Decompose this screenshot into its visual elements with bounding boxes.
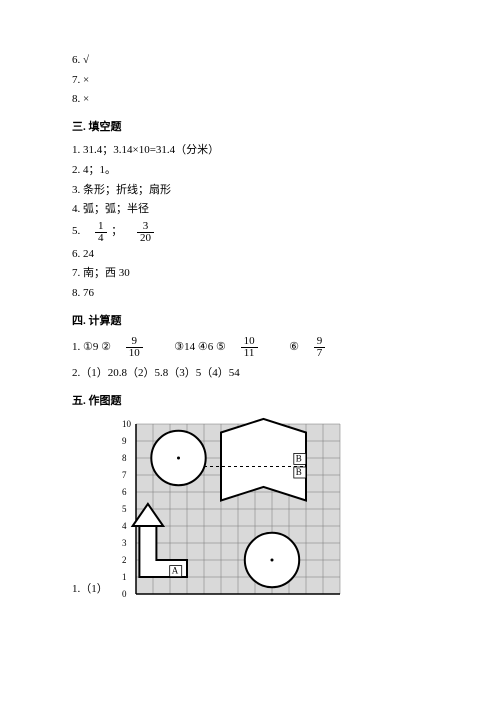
- s3-item-3: 3. 条形；折线；扇形: [72, 182, 428, 200]
- svg-text:3: 3: [184, 597, 189, 598]
- svg-text:B: B: [296, 467, 302, 477]
- fraction-9-7: 9 7: [314, 336, 326, 359]
- svg-text:8: 8: [122, 453, 127, 463]
- svg-text:1: 1: [122, 572, 127, 582]
- s4-item-1: 1. ①9 ② 9 10 ③14 ④6 ⑤ 10 11 ⑥ 9 7: [72, 336, 428, 359]
- s4-item-2: 2.（1）20.8（2）5.8（3）5（4）54: [72, 365, 428, 383]
- answer-8: 8. ×: [72, 91, 428, 109]
- svg-text:6: 6: [122, 487, 127, 497]
- section-5-title: 五. 作图题: [72, 393, 428, 411]
- s3-item-8: 8. 76: [72, 285, 428, 303]
- figure-row: 1.（1） BBA123456789101112012345678910: [72, 416, 428, 598]
- fraction-1-4: 1 4: [95, 221, 107, 244]
- s3-item-4: 4. 弧；弧；半径: [72, 201, 428, 219]
- figure-label: 1.（1）: [72, 581, 108, 599]
- svg-text:7: 7: [252, 597, 257, 598]
- s3-item-1: 1. 31.4；3.14×10=31.4（分米）: [72, 142, 428, 160]
- s3-item-2: 2. 4；1。: [72, 162, 428, 180]
- svg-text:2: 2: [167, 597, 172, 598]
- svg-text:9: 9: [286, 597, 291, 598]
- svg-text:7: 7: [122, 470, 127, 480]
- svg-text:1: 1: [150, 597, 155, 598]
- s3-5-sep: ；: [111, 223, 122, 241]
- answer-6: 6. √: [72, 52, 428, 70]
- svg-text:10: 10: [122, 419, 132, 429]
- s4-1-mid1: ③14 ④6 ⑤: [174, 339, 226, 357]
- svg-text:2: 2: [122, 555, 127, 565]
- svg-text:8: 8: [269, 597, 274, 598]
- fraction-9-10: 9 10: [126, 336, 143, 359]
- s3-5-prefix: 5.: [72, 223, 80, 241]
- svg-text:12: 12: [337, 597, 346, 598]
- svg-text:B: B: [296, 454, 302, 464]
- svg-text:5: 5: [122, 504, 127, 514]
- s3-item-5: 5. 1 4 ； 3 20: [72, 221, 428, 244]
- fraction-3-20: 3 20: [137, 221, 154, 244]
- svg-text:9: 9: [122, 436, 127, 446]
- s4-1-pre: 1. ①9 ②: [72, 339, 111, 357]
- svg-text:3: 3: [122, 538, 127, 548]
- s3-item-7: 7. 南；西 30: [72, 265, 428, 283]
- svg-text:0: 0: [122, 589, 127, 598]
- svg-text:6: 6: [235, 597, 240, 598]
- s4-1-mid2: ⑥: [289, 339, 299, 357]
- svg-text:4: 4: [201, 597, 206, 598]
- svg-text:4: 4: [122, 521, 127, 531]
- section-3-title: 三. 填空题: [72, 119, 428, 137]
- svg-text:5: 5: [218, 597, 223, 598]
- s3-item-6: 6. 24: [72, 246, 428, 264]
- grid-figure: BBA123456789101112012345678910: [112, 416, 346, 598]
- fraction-10-11: 10 11: [241, 336, 258, 359]
- svg-text:10: 10: [303, 597, 313, 598]
- section-4-title: 四. 计算题: [72, 313, 428, 331]
- answer-7: 7. ×: [72, 72, 428, 90]
- svg-text:A: A: [171, 566, 178, 576]
- svg-text:11: 11: [320, 597, 329, 598]
